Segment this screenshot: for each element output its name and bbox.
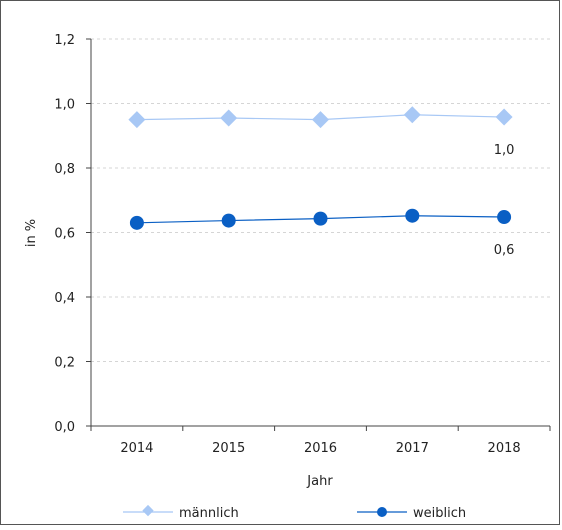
series <box>128 106 513 230</box>
end-value-label: 0,6 <box>494 243 515 258</box>
data-point-diamond <box>403 106 421 124</box>
x-tick-label: 2016 <box>304 441 337 456</box>
y-tick-label: 1,0 <box>54 98 75 113</box>
x-tick-label: 2018 <box>488 441 521 456</box>
axes <box>86 38 551 431</box>
data-point-circle <box>221 213 236 228</box>
data-point-circle <box>405 208 420 223</box>
data-point-diamond <box>220 109 238 127</box>
data-point-circle <box>313 211 328 226</box>
x-tick-label: 2014 <box>120 441 153 456</box>
x-axis-title: Jahr <box>306 474 333 489</box>
legend-item-weiblich: weiblich <box>357 506 466 521</box>
end-value-label: 1,0 <box>494 143 515 158</box>
y-tick-label: 0,8 <box>54 162 75 177</box>
y-tick-label: 0,6 <box>54 227 75 242</box>
y-tick-label: 1,2 <box>54 33 75 48</box>
data-point-diamond <box>495 108 513 126</box>
data-point-circle <box>497 210 512 225</box>
data-labels: 1,0 0,6 <box>494 143 515 258</box>
legend-label-maennlich: männlich <box>179 506 239 521</box>
y-tick-label: 0,4 <box>54 291 75 306</box>
legend-marker-weiblich <box>377 507 387 517</box>
legend-item-maennlich: männlich <box>123 504 239 521</box>
y-tick-label: 0,2 <box>54 356 75 371</box>
legend-label-weiblich: weiblich <box>413 506 466 521</box>
data-point-diamond <box>312 111 329 129</box>
x-tick-label: 2015 <box>212 441 245 456</box>
gridlines <box>91 38 550 362</box>
y-axis-title: in % <box>24 219 39 247</box>
legend: männlich weiblich <box>123 504 466 521</box>
y-tick-labels: 0,0 0,2 0,4 0,6 0,8 1,0 1,2 <box>54 33 75 435</box>
x-tick-labels: 2014 2015 2016 2017 2018 <box>120 441 520 456</box>
y-tick-label: 0,0 <box>54 420 75 435</box>
legend-marker-maennlich <box>142 504 154 517</box>
data-point-diamond <box>128 111 146 129</box>
x-tick-label: 2017 <box>396 441 429 456</box>
data-point-circle <box>129 215 144 230</box>
